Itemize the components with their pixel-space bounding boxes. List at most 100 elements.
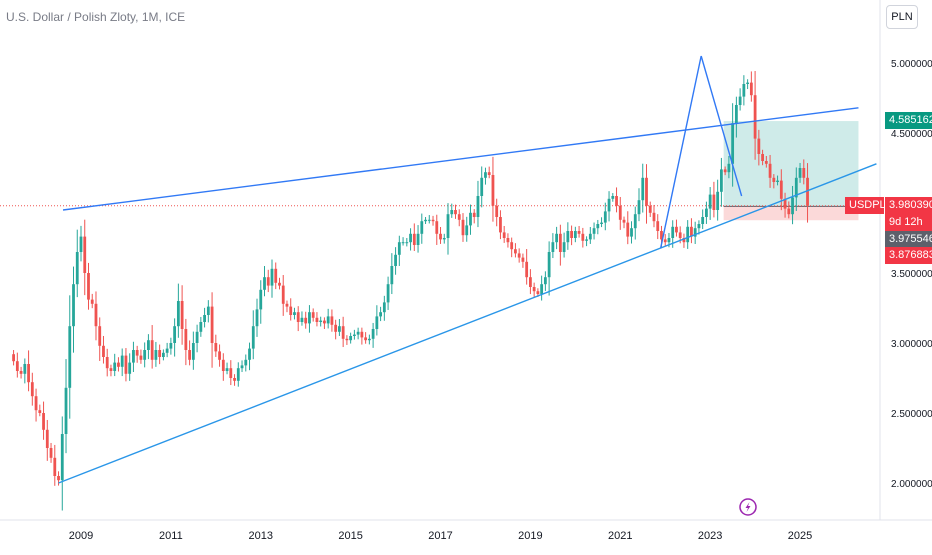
- candle-body: [94, 303, 98, 327]
- symbol-title[interactable]: U.S. Dollar / Polish Zloty, 1M, ICE: [6, 10, 186, 24]
- candle-body: [259, 289, 263, 310]
- candle-body: [68, 326, 72, 388]
- candle-body: [660, 231, 663, 240]
- candle-body: [761, 154, 764, 161]
- candle-body: [195, 331, 199, 343]
- candle-body: [90, 299, 94, 304]
- candle-body: [45, 429, 49, 448]
- price-axis-tick-label: 5.000000: [891, 59, 932, 70]
- candle-body: [701, 217, 705, 224]
- pattern-leg-down: [700, 55, 743, 197]
- candle-body: [573, 231, 577, 238]
- candle-body: [161, 352, 165, 357]
- candle-body: [603, 211, 607, 223]
- candle-body: [705, 208, 708, 217]
- candle-body: [768, 163, 772, 178]
- candle-body: [120, 355, 124, 367]
- candle-body: [484, 172, 487, 178]
- candle-body: [465, 225, 469, 236]
- candle-body: [555, 233, 559, 243]
- candle-body: [15, 361, 19, 371]
- candle-body: [798, 168, 802, 178]
- candle-body: [412, 233, 416, 245]
- candle-body: [667, 238, 671, 243]
- candle-body: [165, 348, 169, 353]
- candle-body: [330, 316, 334, 325]
- currency-button[interactable]: PLN: [886, 5, 918, 29]
- candle-body: [622, 219, 626, 223]
- candle-body: [600, 222, 603, 224]
- candle-body: [278, 282, 281, 286]
- candle-body: [566, 231, 570, 243]
- candle-body: [72, 284, 75, 327]
- candle-body: [521, 257, 525, 262]
- candle-body: [420, 221, 424, 234]
- candle-body: [210, 306, 214, 343]
- candle-body: [435, 221, 439, 234]
- symbol-price-tag: USDPLN: [845, 197, 894, 214]
- candle-body: [439, 233, 442, 240]
- candle-body: [281, 285, 285, 304]
- wedge-upper-trendline: [62, 107, 859, 211]
- candle-body: [633, 214, 637, 229]
- candle-body: [323, 320, 326, 324]
- candle-body: [87, 273, 90, 300]
- candle-body: [19, 371, 23, 374]
- candle-body: [150, 340, 154, 360]
- candle-body: [251, 326, 255, 349]
- candle-body: [139, 355, 143, 360]
- candle-body: [525, 261, 529, 278]
- candle-body: [191, 343, 195, 360]
- candle-body: [630, 228, 633, 237]
- candle-body: [495, 205, 499, 217]
- candle-body: [686, 226, 690, 243]
- candle-body: [562, 242, 566, 252]
- candle-body: [311, 312, 315, 318]
- candle-body: [806, 177, 809, 206]
- candle-body: [779, 180, 783, 199]
- candle-body: [641, 177, 645, 201]
- candle-body: [637, 200, 641, 215]
- candle-body: [409, 233, 412, 243]
- candle-body: [558, 233, 562, 252]
- candle-body: [382, 302, 386, 313]
- candle-body: [746, 82, 750, 84]
- candle-body: [143, 350, 147, 360]
- candle-body: [180, 301, 184, 329]
- candle-body: [577, 231, 581, 234]
- candle-body: [532, 287, 536, 292]
- candle-body: [794, 177, 798, 198]
- pattern-leg-up: [660, 55, 702, 248]
- candle-body: [266, 277, 270, 286]
- time-axis-tick-label: 2011: [159, 530, 183, 542]
- candle-body: [285, 303, 289, 307]
- candle-body: [405, 242, 409, 244]
- lightning-bolt-glyph: [745, 502, 751, 512]
- time-axis-tick-label: 2021: [608, 530, 632, 542]
- candle-body: [132, 350, 135, 363]
- candle-body: [304, 317, 308, 324]
- candle-body: [218, 351, 221, 360]
- candle-body: [315, 317, 319, 322]
- candle-body: [510, 242, 514, 250]
- candle-body: [517, 253, 521, 258]
- candle-body: [652, 212, 656, 222]
- candle-body: [356, 331, 360, 335]
- time-axis-tick-label: 2023: [698, 530, 722, 542]
- candle-body: [424, 219, 427, 222]
- candle-body: [214, 343, 218, 352]
- candle-body: [98, 326, 102, 346]
- candle-body: [105, 357, 109, 369]
- candle-body: [618, 205, 622, 220]
- candle-body: [367, 338, 371, 341]
- candle-body: [296, 312, 300, 322]
- candle-body: [585, 239, 588, 241]
- candle-body: [682, 238, 686, 243]
- candle-body: [757, 138, 761, 154]
- candle-body: [57, 476, 60, 481]
- candle-body: [783, 198, 787, 209]
- candle-body: [712, 194, 716, 210]
- candle-body: [461, 219, 465, 236]
